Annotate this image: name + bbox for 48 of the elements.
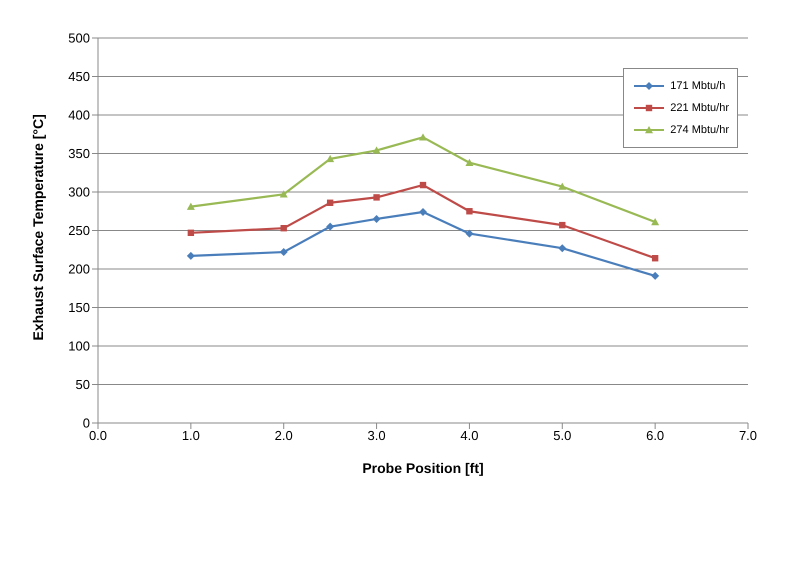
legend-label: 171 Mbtu/h — [670, 80, 726, 92]
point — [419, 133, 427, 141]
point — [558, 244, 566, 252]
point — [372, 146, 381, 154]
y-tick-label: 200 — [68, 262, 90, 277]
y-tick-label: 450 — [68, 69, 90, 84]
point — [652, 255, 658, 262]
point — [373, 194, 380, 201]
x-tick-label: 6.0 — [646, 428, 664, 444]
x-tick-label: 0.0 — [88, 428, 108, 444]
point — [372, 214, 381, 223]
point — [188, 230, 194, 236]
y-axis-title: Exhaust Surface Temperature [°C] — [30, 114, 46, 340]
x-tick-label: 3.0 — [368, 428, 386, 444]
point — [465, 230, 474, 238]
point — [465, 158, 474, 166]
point — [651, 272, 660, 280]
point — [186, 252, 195, 260]
point — [420, 182, 426, 188]
legend-label: 221 Mbtu/hr — [670, 102, 729, 114]
point — [466, 208, 473, 214]
y-tick-label: 150 — [68, 300, 90, 316]
y-tick-label: 400 — [68, 108, 90, 123]
x-tick-label: 1.0 — [182, 428, 200, 444]
point — [326, 200, 334, 206]
x-axis-title: Probe Position [ft] — [362, 460, 484, 476]
point — [419, 208, 427, 216]
point — [326, 222, 334, 231]
point — [326, 154, 334, 162]
y-tick-label: 250 — [68, 223, 90, 238]
y-tick-label: 300 — [68, 184, 90, 200]
point — [186, 202, 195, 210]
point — [651, 218, 660, 226]
point — [558, 182, 566, 190]
x-tick-label: 5.0 — [553, 428, 572, 444]
x-tick-label: 4.0 — [460, 428, 478, 444]
x-tick-label: 2.0 — [274, 428, 293, 444]
legend-label: 274 Mbtu/hr — [670, 124, 729, 136]
point — [280, 224, 287, 232]
y-tick-label: 50 — [76, 377, 90, 392]
point — [559, 222, 566, 228]
point — [280, 190, 288, 198]
y-tick-label: 0 — [82, 416, 90, 431]
x-tick-label: 7.0 — [738, 428, 758, 444]
point — [280, 248, 288, 256]
y-tick-label: 350 — [68, 146, 90, 162]
y-tick-label: 100 — [68, 338, 90, 354]
y-tick-label: 500 — [68, 30, 90, 46]
